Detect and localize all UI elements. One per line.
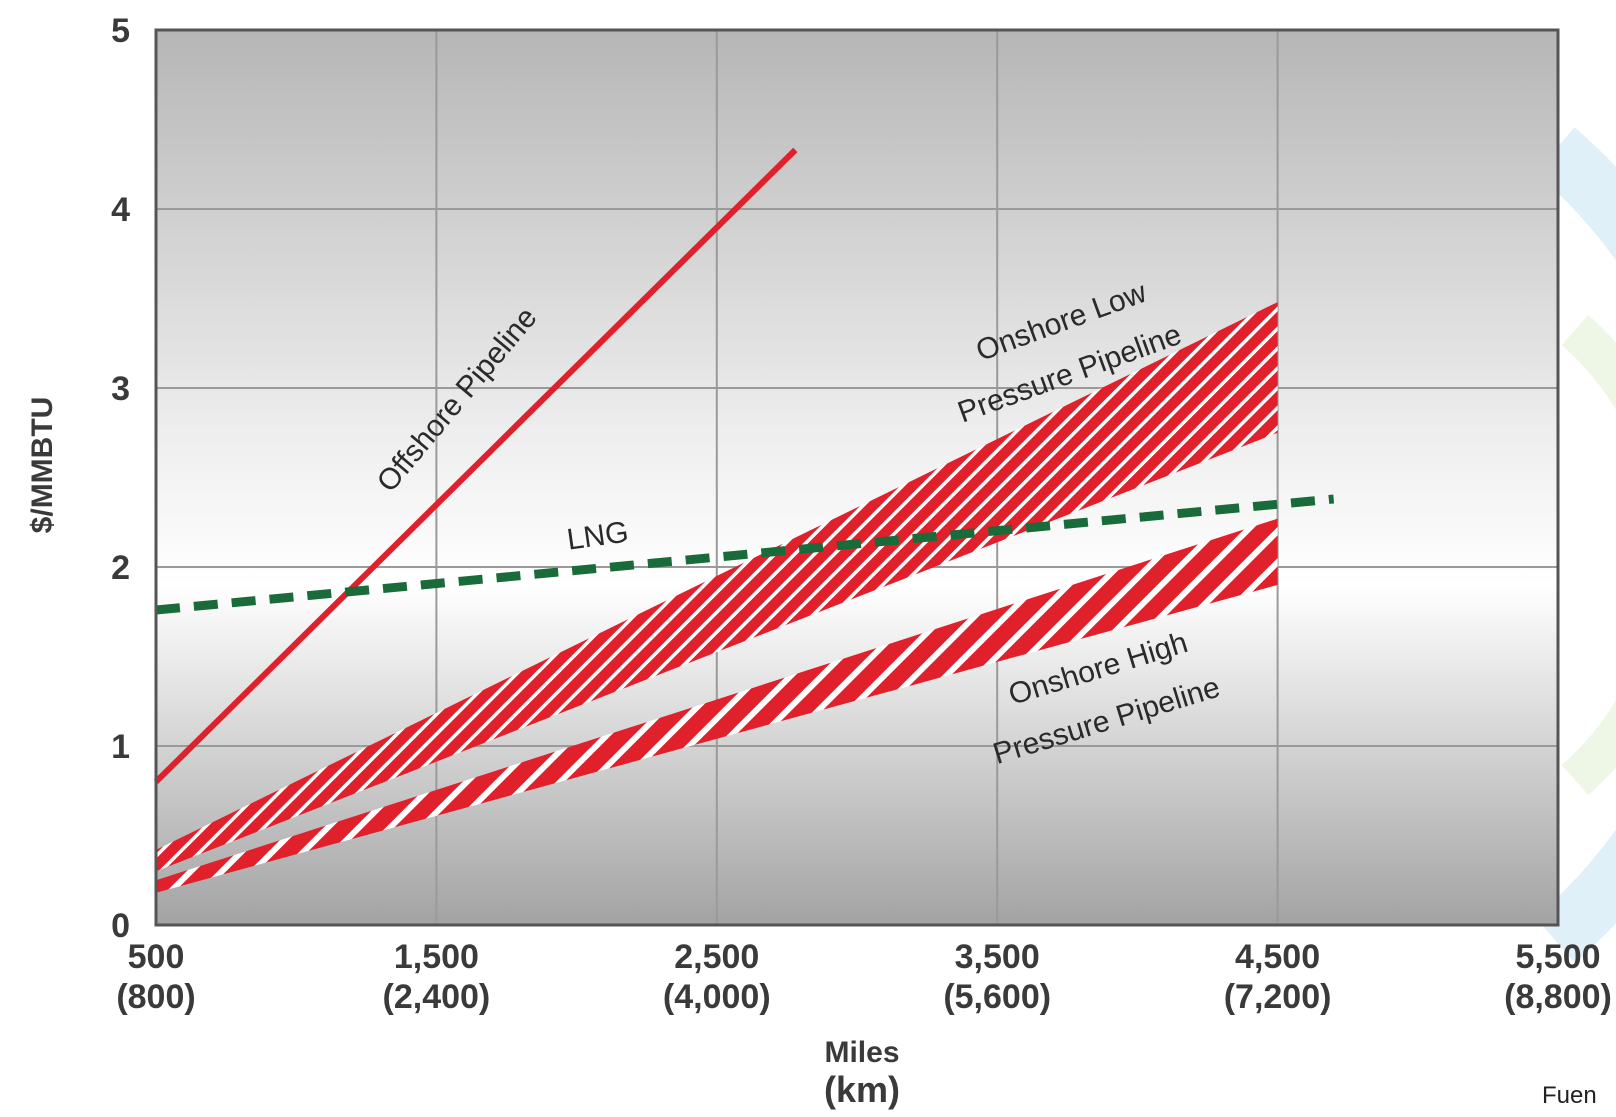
x-axis-label: Miles	[824, 1036, 899, 1069]
plot-border	[154, 28, 1560, 927]
x-tick-label-km: (4,000)	[663, 978, 771, 1016]
y-tick-label: 2	[111, 549, 130, 587]
y-axis-label: $/MMBTU	[26, 397, 59, 534]
background-decoration	[1535, 127, 1616, 963]
series-band-3	[156, 518, 1278, 893]
x-tick-label-miles: 500	[128, 938, 185, 976]
series-band-2	[156, 302, 1278, 872]
series-line-1	[155, 494, 1335, 615]
series-line-0	[153, 147, 798, 784]
plot-area	[156, 30, 1558, 925]
x-tick-label-km: (8,800)	[1504, 978, 1612, 1016]
lines	[153, 147, 1335, 784]
x-tick-label-km: (5,600)	[943, 978, 1051, 1016]
y-tick-labels: 0 1 2 3 4 5	[111, 12, 130, 945]
y-tick-label: 0	[111, 907, 130, 945]
x-axis-label-secondary: (km)	[824, 1069, 900, 1110]
bands	[156, 302, 1278, 893]
x-tick-label-km: (800)	[116, 978, 195, 1016]
x-tick-label-miles: 5,500	[1515, 938, 1600, 976]
x-tick-label-miles: 2,500	[674, 938, 759, 976]
x-tick-label-miles: 4,500	[1235, 938, 1320, 976]
x-tick-label-miles: 3,500	[955, 938, 1040, 976]
source-label: Fuen	[1542, 1082, 1597, 1109]
y-tick-label: 4	[111, 191, 130, 229]
x-tick-label-miles: 1,500	[394, 938, 479, 976]
y-tick-label: 5	[111, 12, 130, 50]
x-tick-labels: 500(800) 1,500(2,400) 2,500(4,000) 3,500(5,…	[116, 938, 1612, 1016]
x-tick-label-km: (2,400)	[383, 978, 491, 1016]
y-tick-label: 3	[111, 370, 130, 408]
y-tick-label: 1	[111, 728, 130, 766]
x-tick-label-km: (7,200)	[1224, 978, 1332, 1016]
